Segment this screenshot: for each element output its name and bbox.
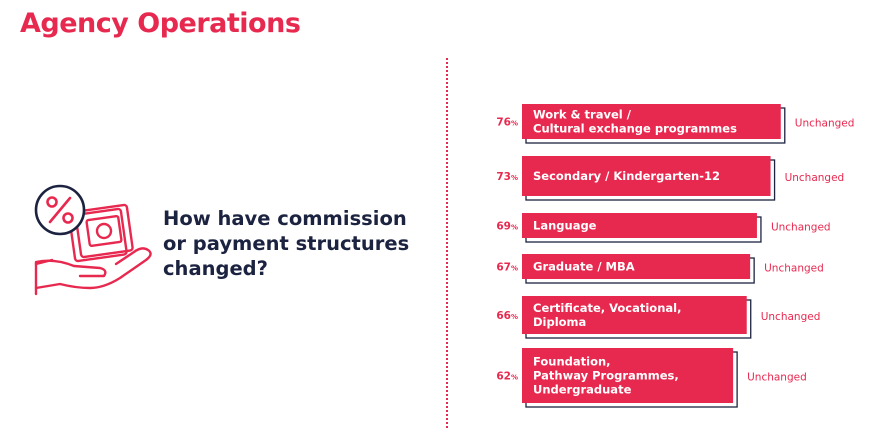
value-label: 62%: [496, 371, 518, 383]
value-label: 73%: [496, 171, 518, 183]
bar: [522, 254, 751, 279]
bar: [522, 348, 734, 403]
status-label: Unchanged: [785, 172, 845, 184]
status-label: Unchanged: [795, 118, 855, 130]
question-text: How have commission or payment structure…: [163, 207, 410, 280]
bar: [522, 296, 747, 334]
page-title: Agency Operations: [20, 8, 301, 39]
dotted-divider: [446, 58, 448, 428]
status-label: Unchanged: [771, 222, 831, 234]
bar-label: Foundation, Pathway Programmes, Undergradu…: [533, 355, 679, 397]
bar: [522, 104, 781, 139]
value-label: 67%: [496, 262, 518, 274]
bar: [522, 213, 757, 238]
bar: [522, 156, 771, 196]
value-label: 69%: [496, 221, 518, 233]
value-label: 76%: [496, 117, 518, 129]
value-label: 66%: [496, 310, 518, 322]
bar-label: Secondary / Kindergarten-12: [533, 169, 720, 183]
status-label: Unchanged: [764, 263, 824, 275]
hand-holding-money-percent-icon: [34, 184, 152, 296]
bar-label: Certificate, Vocational, Diploma: [533, 301, 681, 329]
bar-label: Graduate / MBA: [533, 260, 635, 274]
bar-label: Work & travel / Cultural exchange program…: [533, 108, 737, 136]
status-label: Unchanged: [761, 311, 821, 323]
bar-label: Language: [533, 219, 597, 233]
status-label: Unchanged: [747, 372, 807, 384]
